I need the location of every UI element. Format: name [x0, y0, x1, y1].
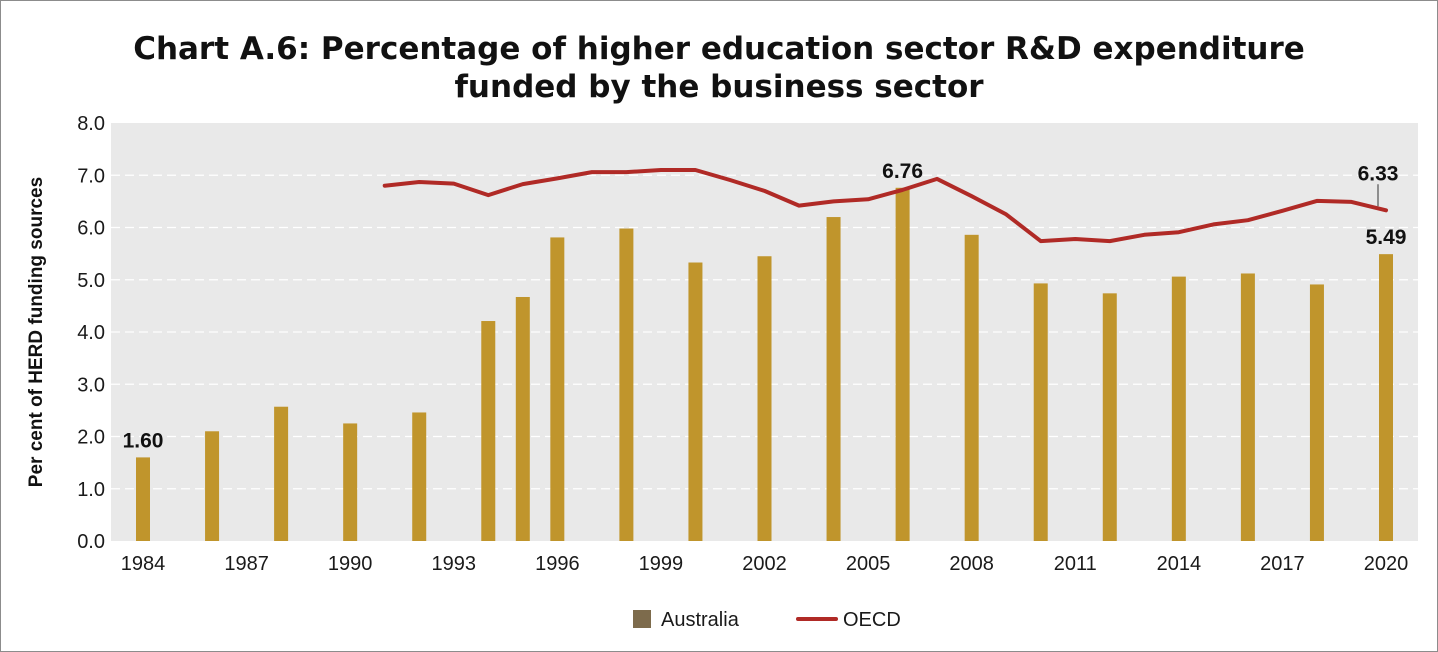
- y-axis-ticks: 0.0 1.0 2.0 3.0 4.0 5.0 6.0 7.0 8.0: [77, 113, 105, 553]
- legend-label-australia: Australia: [661, 609, 740, 631]
- y-tick-label: 7.0: [77, 165, 105, 187]
- bar-australia-2014: [1171, 276, 1186, 541]
- bar-australia-1995: [515, 296, 530, 541]
- y-tick-label: 8.0: [77, 113, 105, 135]
- bar-australia-2012: [1102, 293, 1117, 541]
- bar-australia-2020: [1379, 254, 1393, 541]
- y-tick-label: 6.0: [77, 218, 105, 240]
- bar-australia-2018: [1309, 284, 1324, 541]
- bar-australia-2008: [964, 234, 979, 541]
- x-tick-label: 1984: [121, 553, 166, 575]
- x-tick-label: 2017: [1260, 553, 1305, 575]
- data-labels: 1.60 6.76 5.49 6.33: [123, 160, 1407, 453]
- data-label-australia-1984: 1.60: [123, 429, 164, 452]
- gridlines: [111, 174, 1418, 490]
- australia-bars: [136, 187, 1393, 542]
- bar-australia-1998: [619, 228, 634, 542]
- x-tick-label: 2002: [742, 553, 787, 575]
- bar-australia-1986: [205, 431, 220, 541]
- chart-title: Chart A.6: Percentage of higher educatio…: [0, 30, 1438, 106]
- x-tick-label: 1993: [432, 553, 477, 575]
- y-tick-label: 4.0: [77, 322, 105, 344]
- x-tick-label: 1999: [639, 553, 684, 575]
- chart-title-line-1: Chart A.6: Percentage of higher educatio…: [133, 31, 1305, 67]
- y-axis-label: Per cent of HERD funding sources: [26, 177, 47, 487]
- x-tick-label: 2005: [846, 553, 891, 575]
- y-tick-label: 3.0: [77, 374, 105, 396]
- legend-label-oecd: OECD: [843, 609, 901, 631]
- x-tick-label: 2020: [1364, 553, 1409, 575]
- y-tick-label: 5.0: [77, 270, 105, 292]
- x-tick-label: 2014: [1157, 553, 1202, 575]
- x-tick-label: 1987: [224, 553, 269, 575]
- bar-australia-1992: [412, 412, 427, 541]
- y-tick-label: 2.0: [77, 427, 105, 449]
- bar-australia-2004: [826, 217, 841, 542]
- data-label-oecd-2020: 6.33: [1358, 162, 1399, 185]
- x-tick-label: 1990: [328, 553, 373, 575]
- bar-australia-1996: [550, 237, 565, 542]
- data-label-australia-2020: 5.49: [1366, 226, 1407, 249]
- data-label-australia-2006: 6.76: [882, 160, 923, 183]
- x-axis-ticks: 1984 1987 1990 1993 1996 1999 2002 2005 2008 2011…: [121, 553, 1409, 575]
- y-tick-label: 0.0: [77, 531, 105, 553]
- bar-australia-2010: [1033, 283, 1048, 541]
- bar-australia-1990: [343, 423, 358, 541]
- x-tick-label: 1996: [535, 553, 580, 575]
- x-tick-label: 2008: [949, 553, 994, 575]
- legend-swatch-australia: [633, 610, 651, 628]
- bar-australia-1994: [481, 321, 496, 541]
- bar-australia-2002: [757, 256, 772, 541]
- x-tick-label: 2011: [1054, 553, 1097, 575]
- y-tick-label: 1.0: [77, 479, 105, 501]
- bar-australia-1988: [274, 406, 289, 541]
- bar-australia-2006: [895, 187, 910, 542]
- oecd-line: [382, 168, 1388, 244]
- legend: Australia OECD: [633, 609, 901, 631]
- bar-australia-2000: [688, 262, 703, 541]
- bar-australia-1984: [136, 457, 150, 541]
- bar-australia-2016: [1240, 273, 1255, 541]
- chart-title-line-2: funded by the business sector: [454, 69, 984, 105]
